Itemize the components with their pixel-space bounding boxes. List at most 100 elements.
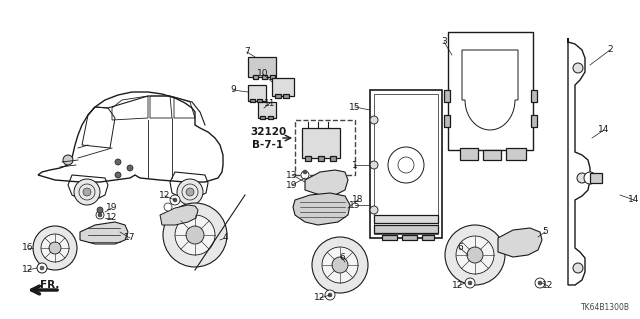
Circle shape: [573, 63, 583, 73]
Bar: [248, 85, 266, 101]
Bar: [483, 150, 501, 160]
Bar: [330, 156, 336, 161]
Circle shape: [41, 234, 69, 262]
Bar: [531, 90, 537, 102]
Bar: [295, 120, 355, 175]
Bar: [448, 32, 533, 150]
Circle shape: [456, 236, 494, 274]
Circle shape: [370, 161, 378, 169]
Text: 5: 5: [542, 227, 548, 236]
Text: 7: 7: [244, 48, 250, 56]
Bar: [270, 75, 275, 79]
Circle shape: [538, 281, 542, 285]
Circle shape: [127, 165, 133, 171]
Circle shape: [170, 195, 180, 205]
Text: B-7-1: B-7-1: [252, 140, 284, 150]
Text: 12: 12: [452, 281, 464, 291]
Text: 10: 10: [257, 70, 269, 78]
Text: 12: 12: [106, 213, 118, 222]
Bar: [444, 90, 450, 102]
Polygon shape: [80, 222, 128, 244]
Text: 15: 15: [349, 201, 361, 210]
Circle shape: [177, 179, 203, 205]
Circle shape: [186, 188, 194, 196]
Bar: [402, 235, 417, 240]
Bar: [370, 90, 442, 238]
Circle shape: [37, 263, 47, 273]
Bar: [262, 75, 267, 79]
Circle shape: [301, 171, 309, 179]
Circle shape: [175, 215, 215, 255]
Text: 14: 14: [598, 125, 610, 135]
Text: 19: 19: [106, 204, 118, 212]
Bar: [374, 94, 438, 234]
Bar: [460, 148, 478, 160]
Circle shape: [332, 257, 348, 273]
Text: 15: 15: [349, 102, 361, 112]
Text: 6: 6: [457, 243, 463, 253]
Bar: [305, 156, 311, 161]
Circle shape: [467, 247, 483, 263]
Bar: [283, 94, 289, 98]
Text: 12: 12: [542, 281, 554, 291]
Bar: [248, 57, 276, 77]
Bar: [531, 115, 537, 127]
Circle shape: [98, 213, 102, 217]
Bar: [374, 215, 438, 223]
Circle shape: [96, 211, 104, 219]
Circle shape: [322, 247, 358, 283]
Circle shape: [465, 278, 475, 288]
Circle shape: [325, 290, 335, 300]
Text: 18: 18: [352, 196, 364, 204]
Circle shape: [445, 225, 505, 285]
Circle shape: [40, 266, 44, 270]
Circle shape: [468, 281, 472, 285]
Bar: [257, 99, 262, 102]
Bar: [258, 102, 276, 118]
Circle shape: [49, 242, 61, 254]
Text: 17: 17: [124, 234, 136, 242]
Text: 13: 13: [286, 170, 298, 180]
Circle shape: [33, 226, 77, 270]
Circle shape: [186, 226, 204, 244]
Bar: [260, 116, 265, 119]
Circle shape: [328, 293, 332, 297]
Circle shape: [173, 198, 177, 202]
Text: 14: 14: [628, 196, 640, 204]
Circle shape: [535, 278, 545, 288]
Bar: [444, 115, 450, 127]
Circle shape: [83, 188, 91, 196]
Bar: [318, 156, 324, 161]
Circle shape: [115, 159, 121, 165]
Text: 32120: 32120: [250, 127, 286, 137]
Polygon shape: [293, 193, 350, 225]
Text: 1: 1: [352, 160, 358, 169]
Circle shape: [164, 203, 172, 211]
Bar: [250, 99, 255, 102]
Polygon shape: [498, 228, 542, 257]
Bar: [275, 94, 281, 98]
Bar: [506, 148, 526, 160]
Circle shape: [370, 116, 378, 124]
Text: 19: 19: [286, 181, 298, 189]
Text: 11: 11: [264, 99, 276, 108]
Circle shape: [63, 155, 73, 165]
Circle shape: [573, 263, 583, 273]
Bar: [302, 128, 340, 158]
Circle shape: [370, 206, 378, 214]
Text: 16: 16: [22, 243, 34, 253]
Circle shape: [312, 237, 368, 293]
Bar: [382, 235, 397, 240]
Text: 12: 12: [22, 265, 34, 275]
Text: TK64B1300B: TK64B1300B: [581, 303, 630, 313]
Text: 12: 12: [314, 293, 326, 302]
Circle shape: [97, 207, 103, 213]
Bar: [272, 78, 294, 96]
Text: 6: 6: [339, 254, 345, 263]
Circle shape: [115, 172, 121, 178]
Bar: [590, 173, 602, 183]
Text: FR.: FR.: [40, 280, 60, 290]
Polygon shape: [160, 205, 198, 225]
Bar: [253, 75, 258, 79]
Circle shape: [163, 203, 227, 267]
